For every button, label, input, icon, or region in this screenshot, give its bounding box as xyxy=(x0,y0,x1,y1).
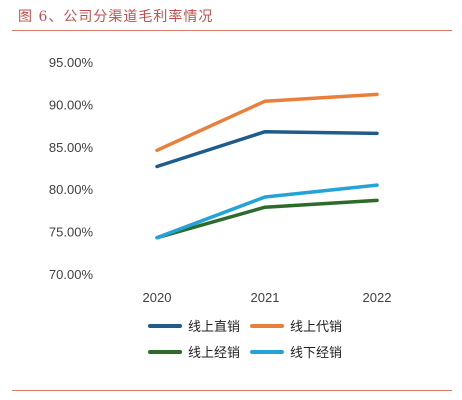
bottom-rule xyxy=(12,390,452,391)
y-tick-label: 75.00% xyxy=(49,225,94,240)
legend-label: 线上经销 xyxy=(188,346,241,361)
legend-swatch xyxy=(148,323,182,328)
x-tick-label: 2021 xyxy=(251,290,280,305)
legend-label: 线上直销 xyxy=(188,320,241,335)
legend-item: 线下经销 xyxy=(250,342,342,361)
legend-item: 线上代销 xyxy=(250,316,342,335)
legend-swatch xyxy=(250,349,284,354)
title-rule xyxy=(12,30,452,31)
x-tick-label: 2022 xyxy=(363,290,392,305)
legend-item: 线上经销 xyxy=(148,342,240,361)
y-tick-label: 80.00% xyxy=(49,182,94,197)
y-tick-label: 85.00% xyxy=(49,140,94,155)
series-line xyxy=(155,198,379,240)
series-line xyxy=(155,92,379,153)
x-tick-label: 2020 xyxy=(143,290,172,305)
x-axis-ticks: 2020 2021 2022 xyxy=(143,290,392,305)
legend-swatch xyxy=(148,349,182,354)
series-line xyxy=(155,183,379,240)
y-axis-ticks: 70.00% 75.00% 80.00% 85.00% 90.00% 95.00% xyxy=(49,55,94,282)
y-tick-label: 95.00% xyxy=(49,55,94,70)
figure-title: 图 6、公司分渠道毛利率情况 xyxy=(18,9,214,25)
series-lines xyxy=(155,92,379,240)
y-tick-label: 90.00% xyxy=(49,97,94,112)
y-tick-label: 70.00% xyxy=(49,267,94,282)
legend-swatch xyxy=(250,323,284,328)
series-line xyxy=(155,129,379,169)
legend-item: 线上直销 xyxy=(148,316,240,335)
legend-label: 线下经销 xyxy=(290,346,343,361)
legend-label: 线上代销 xyxy=(290,320,343,335)
